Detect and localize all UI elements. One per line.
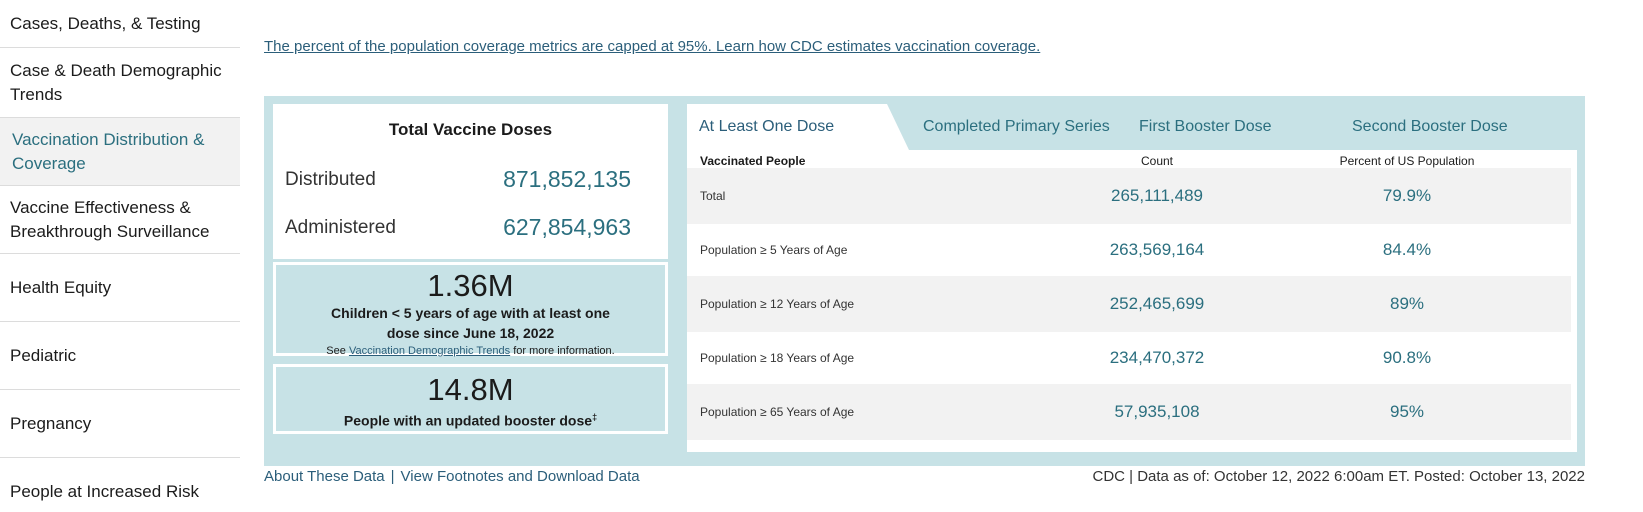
sidebar-item-pediatric[interactable]: Pediatric xyxy=(0,322,240,390)
distributed-row: Distributed 871,852,135 xyxy=(285,166,655,193)
table-row: Population ≥ 12 Years of Age 252,465,699… xyxy=(687,276,1571,332)
row-label: Total xyxy=(700,189,726,203)
tab-completed-primary-series[interactable]: Completed Primary Series xyxy=(923,104,1110,150)
sidebar-item-label: Cases, Deaths, & Testing xyxy=(10,13,201,33)
sidebar-item-label: Vaccination Distribution & Coverage xyxy=(12,129,205,173)
table-row: Total 265,111,489 79.9% xyxy=(687,168,1571,224)
tab-slant-decoration xyxy=(887,104,909,150)
children-stat-description: Children < 5 years of age with at least … xyxy=(331,305,610,341)
row-percent: 95% xyxy=(1389,402,1425,421)
children-stat-see-more: See Vaccination Demographic Trends for m… xyxy=(276,345,665,357)
row-count: 263,569,164 xyxy=(1109,240,1205,259)
row-percent: 84.4% xyxy=(1382,240,1432,259)
total-vaccine-doses-panel: Total Vaccine Doses Distributed 871,852,… xyxy=(273,104,668,259)
vaccination-dashboard: Total Vaccine Doses Distributed 871,852,… xyxy=(264,96,1585,466)
row-percent: 90.8% xyxy=(1382,348,1432,367)
tab-label: Second Booster Dose xyxy=(1352,118,1508,135)
coverage-note-link[interactable]: The percent of the population coverage m… xyxy=(264,38,1041,55)
sidebar-item-label: Pediatric xyxy=(10,345,77,365)
administered-row: Administered 627,854,963 xyxy=(285,214,655,241)
distributed-label: Distributed xyxy=(285,168,376,190)
row-label: Population ≥ 12 Years of Age xyxy=(700,297,855,311)
view-footnotes-download-link[interactable]: View Footnotes and Download Data xyxy=(400,468,640,485)
booster-stat-box: 14.8M People with an updated booster dos… xyxy=(273,364,668,434)
administered-value: 627,854,963 xyxy=(503,214,631,240)
row-label: Population ≥ 5 Years of Age xyxy=(700,243,848,257)
distributed-value: 871,852,135 xyxy=(503,166,631,192)
children-stat-value: 1.36M xyxy=(427,268,514,303)
children-stat-box: 1.36M Children < 5 years of age with at … xyxy=(273,262,668,357)
booster-stat-description-line: People with an updated booster dose‡ xyxy=(276,407,665,431)
footer-separator: | xyxy=(390,468,395,485)
sidebar-item-label: People at Increased Risk xyxy=(10,482,199,501)
sidebar-item-label: Vaccine Effectiveness & Breakthrough Sur… xyxy=(10,197,210,241)
doses-title: Total Vaccine Doses xyxy=(388,120,553,139)
row-count: 252,465,699 xyxy=(1109,294,1205,313)
tab-label: First Booster Dose xyxy=(1139,118,1272,135)
sidebar-item-cases-deaths-testing[interactable]: Cases, Deaths, & Testing xyxy=(0,0,240,48)
see-prefix: See xyxy=(326,345,346,357)
tab-at-least-one-dose[interactable]: At Least One Dose xyxy=(687,104,887,150)
sidebar-item-vaccine-effectiveness[interactable]: Vaccine Effectiveness & Breakthrough Sur… xyxy=(0,186,240,254)
footer-links: About These Data | View Footnotes and Down… xyxy=(264,468,640,485)
tab-label: At Least One Dose xyxy=(699,118,835,135)
tab-label: Completed Primary Series xyxy=(923,118,1110,135)
row-count: 57,935,108 xyxy=(1114,402,1200,421)
vaccination-demographic-trends-link[interactable]: Vaccination Demographic Trends xyxy=(348,345,511,357)
about-these-data-link[interactable]: About These Data xyxy=(264,468,385,485)
sidebar-item-people-increased-risk[interactable]: People at Increased Risk xyxy=(0,458,240,512)
see-suffix: for more information. xyxy=(513,345,615,357)
sidebar-item-label: Pregnancy xyxy=(10,413,92,433)
booster-stat-value: 14.8M xyxy=(427,372,514,407)
tab-bar: At Least One Dose Completed Primary Seri… xyxy=(687,104,1577,150)
sidebar-item-case-death-demographic-trends[interactable]: Case & Death Demographic Trends xyxy=(0,48,240,118)
booster-stat-description: People with an updated booster dose xyxy=(343,412,593,429)
header-percent: Percent of US Population xyxy=(1339,154,1475,168)
table-row: Population ≥ 5 Years of Age 263,569,164 … xyxy=(687,222,1571,278)
row-label: Population ≥ 18 Years of Age xyxy=(700,351,855,365)
booster-footnote-mark: ‡ xyxy=(592,412,598,422)
data-status-text: CDC | Data as of: October 12, 2022 6:00a… xyxy=(1092,468,1585,485)
row-label: Population ≥ 65 Years of Age xyxy=(700,405,855,419)
vaccination-tabs-panel: At Least One Dose Completed Primary Seri… xyxy=(687,104,1577,452)
row-count: 265,111,489 xyxy=(1110,186,1203,205)
tab-first-booster-dose[interactable]: First Booster Dose xyxy=(1139,104,1271,150)
sidebar-item-pregnancy[interactable]: Pregnancy xyxy=(0,390,240,458)
administered-label: Administered xyxy=(285,216,396,238)
tab-second-booster-dose[interactable]: Second Booster Dose xyxy=(1352,104,1508,150)
header-count: Count xyxy=(1140,154,1174,168)
row-count: 234,470,372 xyxy=(1109,348,1205,367)
table-row: Population ≥ 18 Years of Age 234,470,372… xyxy=(687,330,1571,386)
sidebar-nav: Cases, Deaths, & Testing Case & Death De… xyxy=(0,0,240,512)
sidebar-item-label: Health Equity xyxy=(10,277,112,297)
sidebar-item-vaccination-distribution[interactable]: Vaccination Distribution & Coverage xyxy=(0,118,240,186)
row-percent: 89% xyxy=(1389,294,1425,313)
sidebar-item-label: Case & Death Demographic Trends xyxy=(10,60,222,104)
table-header: Vaccinated People Count Percent of US Po… xyxy=(687,150,1577,172)
table-row: Population ≥ 65 Years of Age 57,935,108 … xyxy=(687,384,1571,440)
row-percent: 79.9% xyxy=(1382,186,1432,205)
header-vaccinated-people: Vaccinated People xyxy=(700,154,806,168)
sidebar-item-health-equity[interactable]: Health Equity xyxy=(0,254,240,322)
